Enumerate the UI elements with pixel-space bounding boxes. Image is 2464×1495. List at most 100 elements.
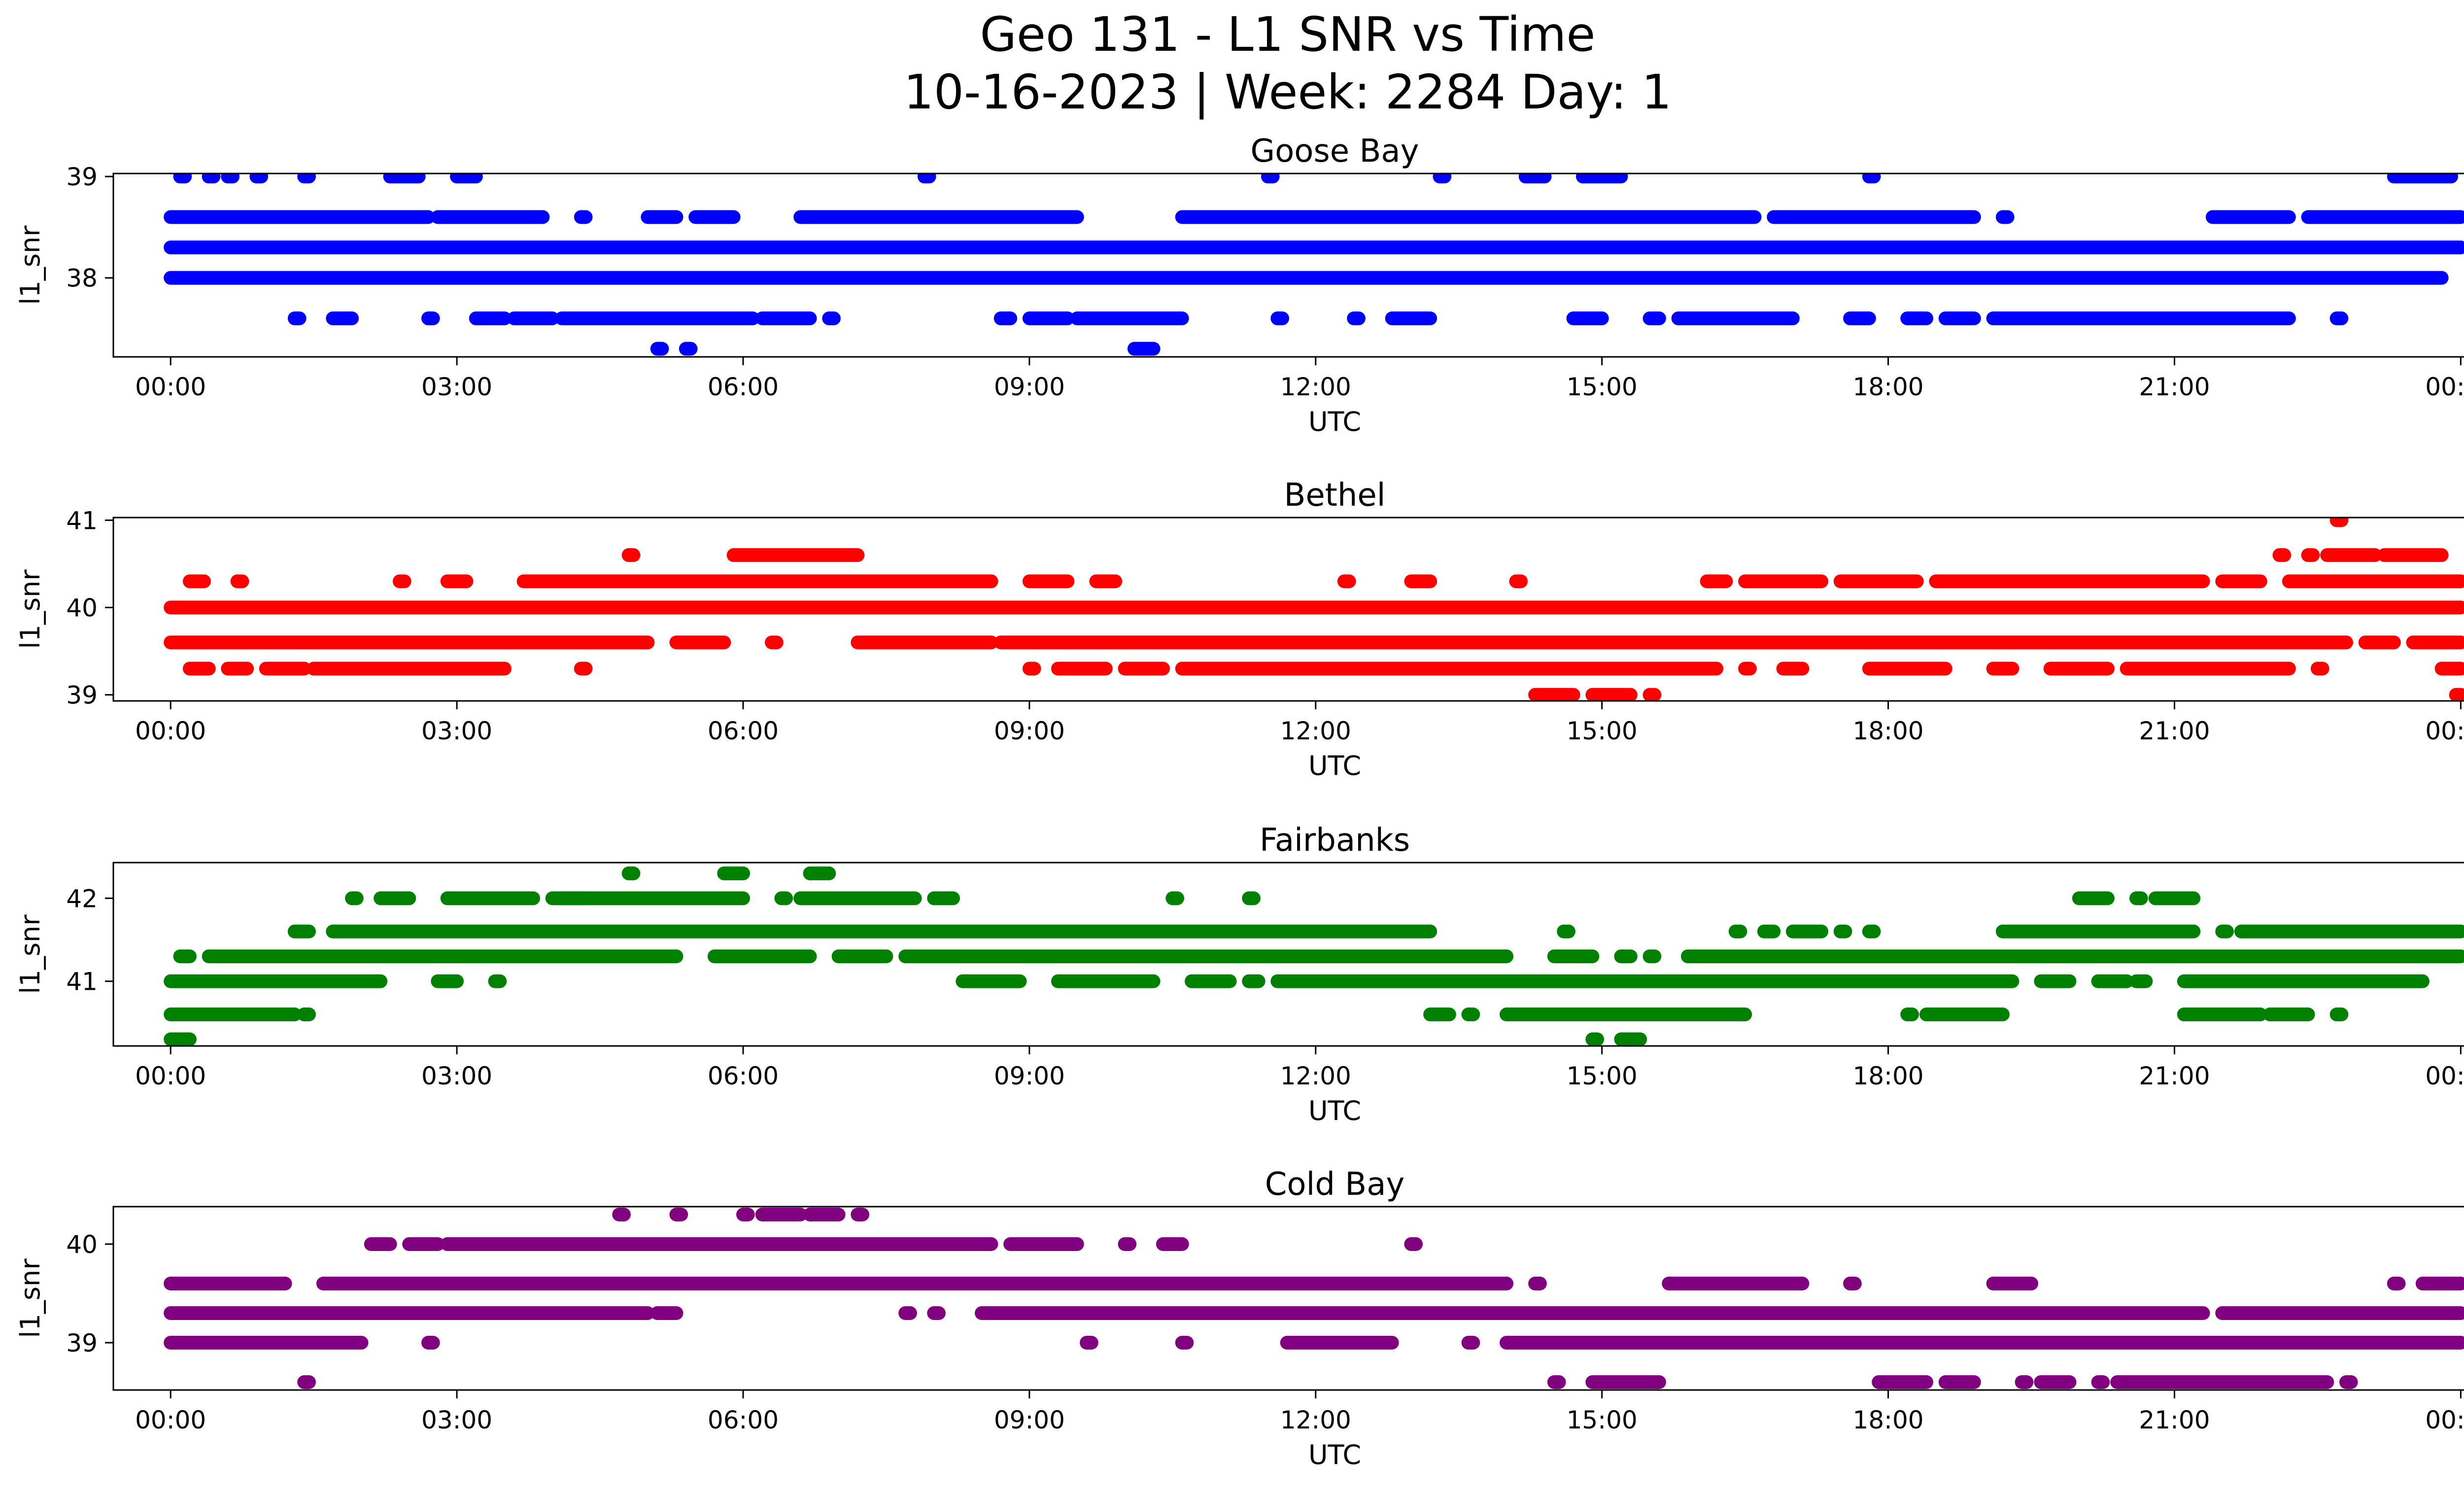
- chart-1-point-run-2-10: [1700, 574, 1733, 589]
- chart-2-point-run-4-5: [774, 891, 793, 905]
- chart-0-point-run-3-20: [1986, 311, 2296, 325]
- chart-2-point-run-0-2: [488, 974, 507, 988]
- chart-1-point-run-2-7: [1337, 574, 1356, 589]
- chart-0-point-run-2-7: [1767, 210, 1981, 224]
- chart-1-point-run-3-14: [2120, 661, 2296, 676]
- chart-1-point-run-5-0: [1528, 688, 1580, 701]
- chart-1-xtick-label-0: 00:00: [135, 717, 206, 745]
- chart-0-point-run-3-13: [1385, 311, 1437, 325]
- chart-2-point-run-5-1: [717, 866, 750, 880]
- chart-3-point-run-4-2: [736, 1208, 755, 1221]
- chart-3-point-run-5-7: [2091, 1375, 2110, 1389]
- chart-2-point-run-3-9: [2215, 924, 2234, 939]
- chart-2-point-run-2-1: [297, 1008, 316, 1022]
- chart-2-xtick-label-0: 00:00: [135, 1062, 206, 1090]
- chart-2-point-run-1-2: [707, 949, 817, 964]
- chart-0-point-run-3-12: [1347, 311, 1366, 325]
- chart-3-point-run-3-0: [364, 1237, 397, 1251]
- chart-1-point-run-4-3: [2301, 548, 2320, 562]
- chart-0-point-run-4-0: [173, 174, 192, 184]
- chart-0-point-run-3-9: [1022, 311, 1075, 325]
- chart-3-point-run-2-4: [1280, 1336, 1399, 1350]
- chart-3-point-run-3-4: [1118, 1237, 1137, 1251]
- chart-2-ylabel: l1_snr: [15, 914, 46, 994]
- chart-3-xlabel: UTC: [1308, 1439, 1361, 1470]
- chart-0-xtick-label-3: 09:00: [994, 373, 1065, 401]
- chart-2-point-run-4-0: [345, 891, 364, 905]
- chart-3-point-run-1-4: [1843, 1277, 1862, 1290]
- chart-3-point-run-3-1: [402, 1237, 445, 1251]
- chart-0-point-run-3-18: [1900, 311, 1934, 325]
- chart-3-point-run-5-0: [297, 1375, 316, 1389]
- chart-0-point-run-3-16: [1671, 311, 1800, 325]
- chart-2-point-run-4-7: [927, 891, 960, 905]
- chart-3-xtick-label-3: 09:00: [994, 1406, 1065, 1434]
- chart-3-point-run-1-3: [1662, 1277, 1810, 1290]
- chart-3-point-run-3-5: [1156, 1237, 1189, 1251]
- chart-3-point-run-0-5: [2215, 1306, 2464, 1320]
- chart-0-point-run-3-11: [1270, 311, 1290, 325]
- chart-1-point-run-4-1: [726, 548, 865, 562]
- subplot-fairbanks: Fairbanks 00:00 03:00 06:00 09:00 12:00 15:00 1…: [15, 822, 2464, 1126]
- chart-1-point-run-3-9: [1738, 661, 1757, 676]
- chart-1-xtick-label-1: 03:00: [421, 717, 492, 745]
- chart-0-point-run-3-3: [469, 311, 512, 325]
- chart-1-point-run-3-7: [1118, 661, 1170, 676]
- chart-1-point-run-2-5: [1022, 574, 1075, 589]
- chart-1-ytick-label-1: 40: [66, 593, 98, 622]
- chart-2-point-run-3-2: [1557, 924, 1575, 939]
- chart-0-xlabel: UTC: [1308, 406, 1361, 437]
- chart-3-point-run-0-0: [164, 1306, 655, 1320]
- chart-3-point-run-0-4: [975, 1306, 2210, 1320]
- chart-2-point-run-1-6: [1614, 949, 1638, 964]
- chart-0-point-run-3-4: [507, 311, 559, 325]
- chart-1-point-run-3-16: [2434, 661, 2464, 676]
- chart-0-point-run-3-2: [421, 311, 440, 325]
- chart-0-xtick-label-7: 21:00: [2139, 373, 2210, 401]
- chart-1-points: [164, 518, 2464, 701]
- chart-2-point-run-2-7: [2177, 1008, 2267, 1022]
- chart-1-point-run-3-12: [1986, 661, 2019, 676]
- chart-0-point-run-4-8: [1261, 174, 1280, 184]
- chart-3-xtick-label-2: 06:00: [708, 1406, 779, 1434]
- chart-0-point-run-2-5: [793, 210, 1084, 224]
- chart-2-point-run-0-3: [956, 974, 1027, 988]
- chart-2-point-run-4-9: [1242, 891, 1261, 905]
- chart-1-point-run-2-14: [2215, 574, 2267, 589]
- chart-2-point-run-3-0: [287, 924, 316, 939]
- chart-1-point-run-3-8: [1175, 661, 1724, 676]
- chart-2-xtick-label-7: 21:00: [2139, 1062, 2210, 1090]
- chart-1-ylabel: l1_snr: [15, 569, 46, 649]
- chart-0-point-run-0-0: [164, 241, 2464, 255]
- chart-3-xtick-label-7: 21:00: [2139, 1406, 2210, 1434]
- chart-0-point-run-5-1: [679, 342, 698, 356]
- chart-1-point-run-4-2: [2272, 548, 2292, 562]
- chart-1-point-run-2-4: [516, 574, 998, 589]
- chart-2-point-run-3-4: [1757, 924, 1781, 939]
- chart-0-point-run-3-10: [1070, 311, 1189, 325]
- chart-3-axes-frame: [112, 1206, 2464, 1391]
- chart-1-point-run-5-3: [2449, 688, 2464, 701]
- chart-0-point-run-4-9: [1433, 174, 1452, 184]
- chart-2-point-run-2-9: [2329, 1008, 2349, 1022]
- chart-3-point-run-4-1: [669, 1208, 688, 1221]
- chart-3-xtick-label-5: 15:00: [1567, 1406, 1638, 1434]
- chart-2-xtick-label-6: 18:00: [1853, 1062, 1924, 1090]
- chart-1-point-run-2-15: [2282, 574, 2464, 589]
- chart-2-point-run-0-1: [431, 974, 464, 988]
- chart-2-point-run-3-1: [326, 924, 1437, 939]
- chart-2-ytick-label-0: 41: [66, 968, 98, 996]
- chart-0-point-run-4-13: [2387, 174, 2458, 184]
- chart-1-point-run-3-1: [221, 661, 254, 676]
- chart-0-point-run-4-6: [450, 174, 483, 184]
- chart-2-point-run-3-3: [1728, 924, 1747, 939]
- chart-1-xtick-label-2: 06:00: [708, 717, 779, 745]
- chart-0-ytick-label-0: 38: [66, 264, 98, 293]
- chart-1-point-run-3-15: [2310, 661, 2329, 676]
- chart-2-point-run-4-10: [2072, 891, 2115, 905]
- chart-2-point-run-3-8: [1995, 924, 2201, 939]
- chart-2-point-run-0-4: [1051, 974, 1161, 988]
- chart-0-point-run-2-0: [164, 210, 435, 224]
